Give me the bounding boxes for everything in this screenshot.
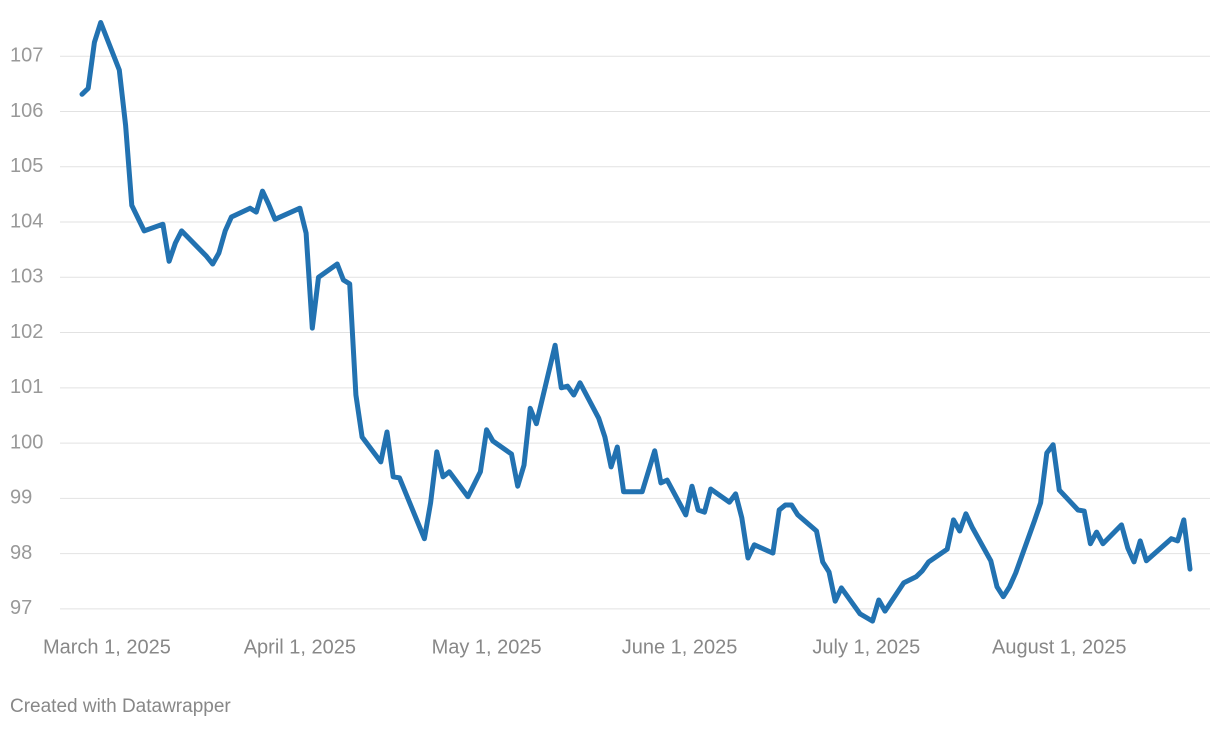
x-tick-label: June 1, 2025 (622, 636, 738, 658)
y-tick-label: 104 (10, 210, 43, 232)
line (79, 20, 1193, 624)
y-tick-label: 99 (10, 487, 32, 509)
y-tick-label: 107 (10, 44, 43, 66)
x-tick-label: July 1, 2025 (812, 636, 920, 658)
y-tick-label: 103 (10, 266, 43, 288)
y-tick-label: 100 (10, 431, 43, 453)
x-tick-label: March 1, 2025 (43, 636, 171, 658)
y-tick-label: 105 (10, 155, 43, 177)
y-tick-label: 97 (10, 597, 32, 619)
x-tick-label: May 1, 2025 (432, 636, 542, 658)
y-tick-label: 106 (10, 100, 43, 122)
x-tick-label: August 1, 2025 (992, 636, 1127, 658)
x-tick-label: April 1, 2025 (244, 636, 356, 658)
y-tick-label: 102 (10, 321, 43, 343)
footer: Created with Datawrapper (10, 696, 231, 717)
y-tick-label: 101 (10, 376, 43, 398)
y-tick-label: 98 (10, 542, 32, 564)
